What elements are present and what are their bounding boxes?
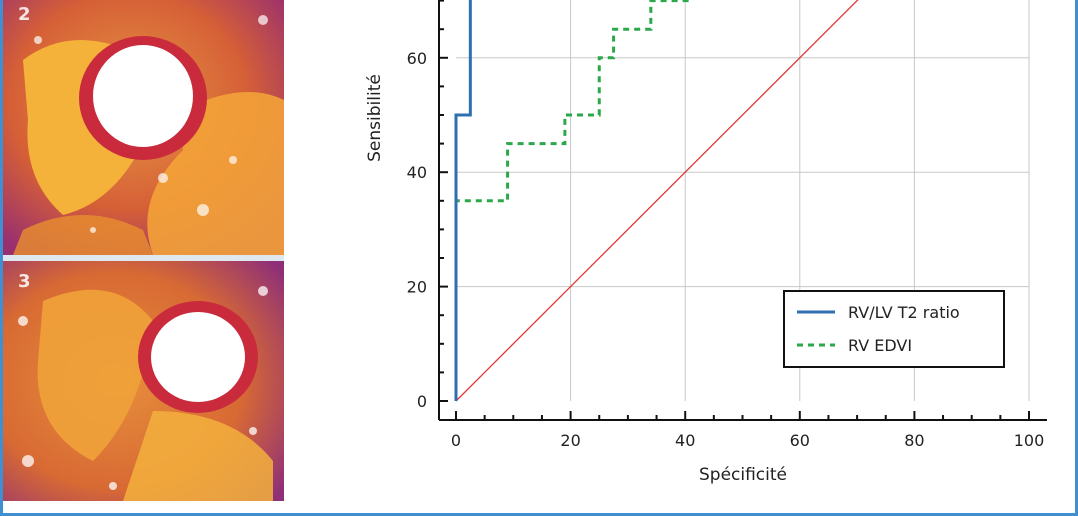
- chart-axes: 0 20 40 60 80 100 0 20 40 60: [407, 0, 1047, 450]
- panel-3-label: 3: [18, 271, 31, 292]
- x-tick-label: 40: [675, 431, 695, 450]
- panel-separator: [3, 255, 284, 261]
- legend-box: [783, 290, 1005, 368]
- series-line-rv-lv-t2: [454, 0, 472, 401]
- mri-image-2: [3, 0, 284, 255]
- frame-right-border: [1075, 0, 1078, 516]
- legend-label-rv-edvi: RV EDVI: [848, 336, 912, 355]
- legend-label-rv-lv-t2: RV/LV T2 ratio: [848, 303, 960, 322]
- y-tick-label: 20: [407, 278, 427, 297]
- mri-panel-2: 2: [3, 0, 284, 255]
- reference-diagonal-line: [455, 0, 859, 402]
- frame-left-border: [0, 0, 3, 516]
- mri-image-3: [3, 261, 284, 501]
- x-tick-label: 80: [904, 431, 924, 450]
- x-axis-label: Spécificité: [699, 465, 787, 485]
- y-tick-label: 60: [407, 49, 427, 68]
- frame-bottom-border: [0, 513, 1078, 516]
- series-line-rv-edvi: [454, 0, 691, 401]
- y-axis-label: Sensibilité: [365, 74, 385, 162]
- y-tick-label: 0: [417, 392, 427, 411]
- x-tick-label: 0: [451, 431, 461, 450]
- y-tick-label: 40: [407, 163, 427, 182]
- chart-series: [454, 0, 859, 402]
- x-tick-label: 20: [560, 431, 580, 450]
- chart-legend: RV/LV T2 ratio RV EDVI: [783, 290, 1005, 368]
- x-tick-label: 60: [790, 431, 810, 450]
- mri-panel-3: 3: [3, 261, 284, 501]
- x-tick-label: 100: [1014, 431, 1045, 450]
- panel-2-label: 2: [18, 4, 31, 25]
